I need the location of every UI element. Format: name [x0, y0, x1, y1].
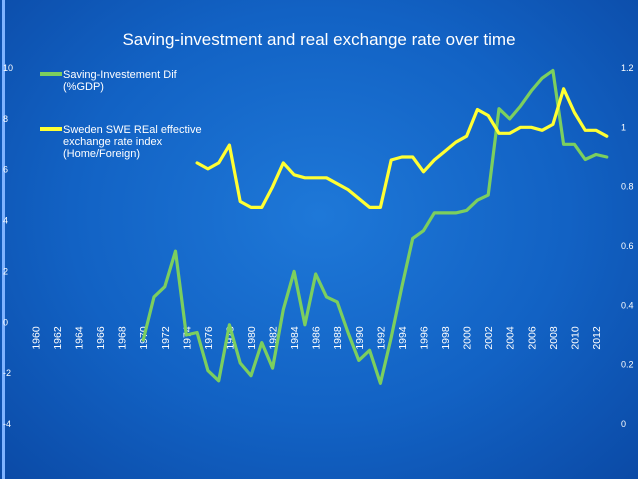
x-tick-label: 1972 — [160, 326, 172, 350]
left-tick-label: 10 — [3, 63, 13, 73]
x-tick-label: 1984 — [289, 326, 301, 350]
left-tick-label: 8 — [3, 114, 8, 124]
x-tick-label: 1974 — [181, 326, 193, 350]
exchange-rate-line — [195, 87, 609, 209]
x-tick-label: 1966 — [95, 326, 107, 350]
left-tick-label: -4 — [3, 419, 11, 429]
left-tick-label: 4 — [3, 216, 8, 226]
x-tick-label: 1960 — [30, 326, 42, 350]
x-tick-label: 1988 — [332, 326, 344, 350]
x-tick-label: 2004 — [505, 326, 517, 350]
x-axis-ticks: 1960 1962 1964 1966 1968 1970 1972 1974 1976 1978… — [30, 326, 603, 350]
legend: Saving-Investement Dif(%GDP) Sweden SWE R… — [40, 69, 202, 160]
legend-label: (Home/Foreign) — [63, 148, 140, 160]
x-tick-label: 1964 — [74, 326, 86, 350]
x-tick-label: 1986 — [311, 326, 323, 350]
chart-title: Saving-investment and real exchange rate… — [122, 30, 516, 49]
x-tick-label: 2010 — [569, 326, 581, 350]
right-tick-label: 1 — [621, 122, 626, 132]
x-tick-label: 2000 — [462, 326, 474, 350]
left-axis-ticks: 10 8 6 4 2 0 -2 -4 — [3, 63, 13, 429]
x-tick-label: 1962 — [52, 326, 64, 350]
x-tick-label: 2008 — [548, 326, 560, 350]
right-axis-ticks: 1.2 1 0.8 0.6 0.4 0.2 0 — [621, 63, 634, 429]
x-tick-label: 1980 — [246, 326, 258, 350]
x-tick-label: 1990 — [354, 326, 366, 350]
x-tick-label: 1994 — [397, 326, 409, 350]
legend-label: exchange rate index — [63, 136, 163, 148]
x-tick-label: 1968 — [117, 326, 129, 350]
left-tick-label: 6 — [3, 165, 8, 175]
right-tick-label: 0.8 — [621, 182, 634, 192]
legend-label: (%GDP) — [63, 81, 104, 93]
legend-label: Sweden SWE REal effective — [63, 124, 202, 136]
x-tick-label: 2002 — [483, 326, 495, 350]
right-tick-label: 0.2 — [621, 360, 634, 370]
left-tick-label: 2 — [3, 266, 8, 276]
x-tick-label: 1998 — [440, 326, 452, 350]
left-tick-label: -2 — [3, 368, 11, 378]
left-tick-label: 0 — [3, 317, 8, 327]
series-lines — [141, 68, 609, 385]
saving-investment-line — [141, 68, 609, 385]
x-tick-label: 2006 — [526, 326, 538, 350]
right-tick-label: 0 — [621, 419, 626, 429]
x-tick-label: 1996 — [418, 326, 430, 350]
x-tick-label: 1992 — [375, 326, 387, 350]
right-tick-label: 1.2 — [621, 63, 634, 73]
legend-label: Saving-Investement Dif — [63, 69, 178, 81]
x-tick-label: 2012 — [591, 326, 603, 350]
right-tick-label: 0.6 — [621, 241, 634, 251]
right-tick-label: 0.4 — [621, 300, 634, 310]
x-tick-label: 1976 — [203, 326, 215, 350]
